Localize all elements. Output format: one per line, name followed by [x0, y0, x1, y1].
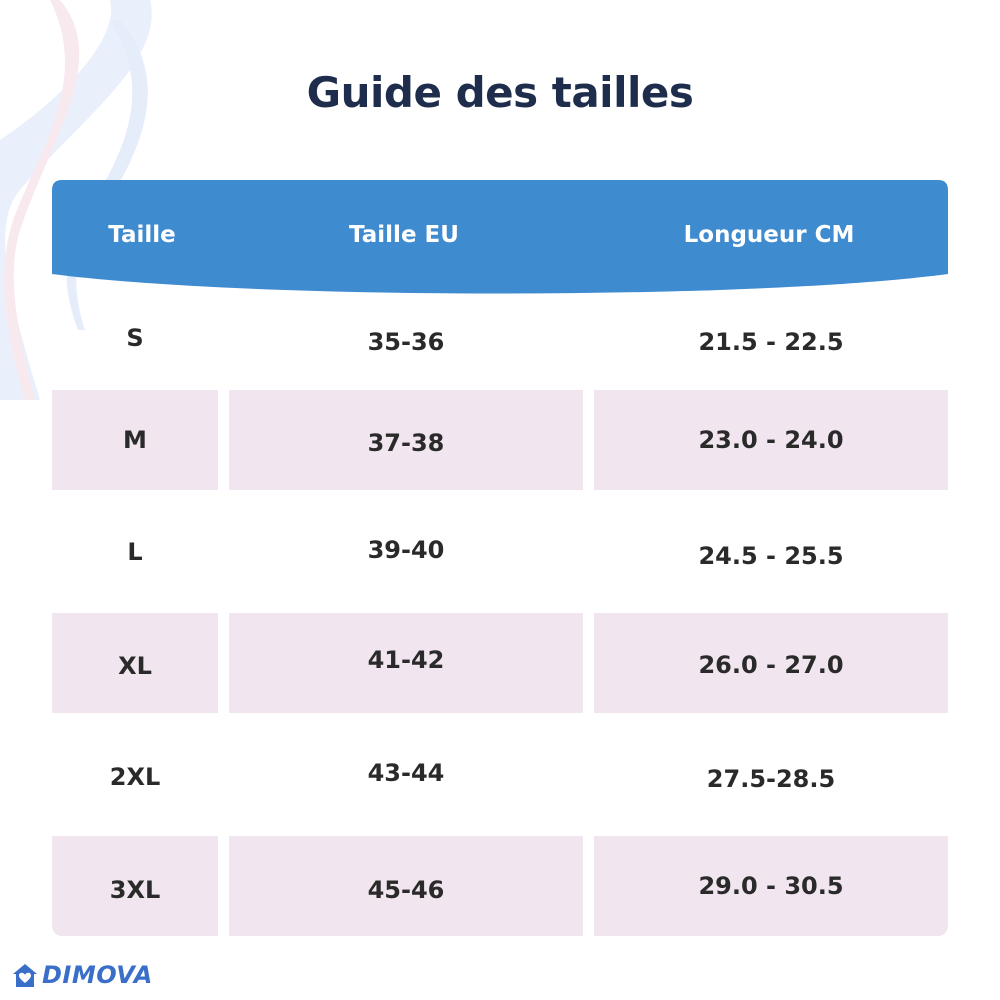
table-cell-eu-size: 37-38 [229, 390, 583, 490]
brand-name: DIMOVA [42, 961, 153, 989]
header-taille-eu: Taille EU [349, 222, 459, 248]
table-cell-length-cm: 24.5 - 25.5 [698, 542, 844, 570]
table-cell-eu-size: 45-46 [229, 836, 583, 936]
table-cell-length-cm: 29.0 - 30.5 [594, 836, 948, 936]
table-cell-size: 3XL [52, 836, 218, 936]
table-cell-size: M [52, 390, 218, 490]
table-cell-length-cm: 27.5-28.5 [706, 765, 836, 793]
table-cell-length-cm: 21.5 - 22.5 [698, 328, 844, 356]
table-cell-length-cm: 26.0 - 27.0 [594, 613, 948, 713]
table-cell-eu-size: 41-42 [229, 613, 583, 713]
table-cell-size: S [126, 324, 144, 352]
house-heart-icon [13, 964, 37, 987]
table-cell-size: 2XL [109, 763, 161, 791]
page-title: Guide des tailles [306, 68, 694, 117]
table-cell-eu-size: 43-44 [367, 759, 445, 787]
header-longueur-cm: Longueur CM [683, 222, 855, 248]
table-cell-eu-size: 35-36 [367, 328, 445, 356]
header-taille: Taille [108, 222, 176, 248]
table-cell-eu-size: 39-40 [367, 536, 445, 564]
table-cell-length-cm: 23.0 - 24.0 [594, 390, 948, 490]
table-cell-size: L [127, 538, 143, 566]
table-cell-size: XL [52, 613, 218, 713]
table-header-band [52, 180, 948, 298]
brand-logo: DIMOVA [10, 958, 153, 992]
